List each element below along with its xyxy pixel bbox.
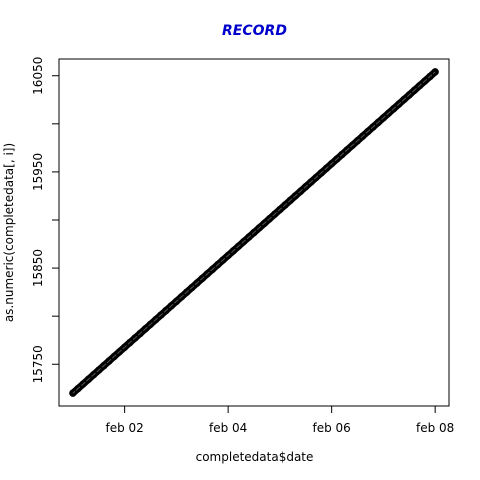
data-point <box>359 132 367 140</box>
y-axis-label: as.numeric(completedata[, i]) <box>2 143 16 322</box>
data-point <box>312 173 320 182</box>
data-point <box>162 306 170 315</box>
x-axis-label: completedata$date <box>196 450 314 464</box>
data-point <box>302 182 310 191</box>
data-point <box>276 205 284 214</box>
data-point <box>136 329 144 338</box>
x-tick-label: feb 06 <box>312 421 350 435</box>
data-point <box>167 302 175 310</box>
data-point <box>338 150 346 159</box>
data-point <box>188 283 196 292</box>
data-point <box>322 164 331 172</box>
series-band-core <box>72 71 436 394</box>
data-point <box>100 361 108 370</box>
data-point <box>224 251 232 260</box>
data-point <box>172 297 181 306</box>
data-point <box>415 81 424 90</box>
data-point <box>214 260 222 269</box>
data-point <box>234 242 243 250</box>
data-point <box>131 334 139 342</box>
x-tick-label: feb 04 <box>209 421 247 435</box>
data-point <box>105 357 113 365</box>
data-point <box>183 288 191 296</box>
y-tick-label: 15850 <box>31 249 45 287</box>
data-point <box>384 109 393 117</box>
data-point <box>400 95 408 104</box>
data-point <box>296 187 305 195</box>
data-point <box>265 215 274 223</box>
data-point <box>198 274 206 283</box>
data-point <box>203 270 212 278</box>
x-tick-label: feb 02 <box>105 421 143 435</box>
data-point <box>255 224 263 232</box>
data-point <box>146 320 155 328</box>
data-point <box>343 146 351 154</box>
data-point <box>286 196 294 205</box>
data-point <box>141 325 150 333</box>
data-point <box>353 137 362 145</box>
data-point <box>260 219 269 228</box>
data-point <box>74 384 82 393</box>
data-point <box>426 72 434 81</box>
data-point <box>208 265 217 273</box>
data-point <box>281 201 289 209</box>
x-tick-label: feb 08 <box>416 421 454 435</box>
data-point <box>405 91 413 99</box>
data-point <box>431 68 439 76</box>
data-point <box>410 86 419 94</box>
y-tick-label: 15950 <box>31 153 45 191</box>
data-point <box>193 279 201 287</box>
data-point <box>95 366 103 374</box>
data-point <box>229 247 238 255</box>
data-point <box>151 315 160 324</box>
data-point <box>84 375 93 384</box>
data-point <box>157 311 165 319</box>
data-point <box>115 348 124 356</box>
y-tick-label: 15750 <box>31 345 45 383</box>
data-point <box>69 389 77 397</box>
data-point <box>307 178 315 186</box>
data-point <box>390 104 398 113</box>
y-axis: 15750 15850 15950 16050 <box>31 57 60 383</box>
data-point <box>89 371 98 379</box>
data-point <box>333 155 341 163</box>
data-point <box>177 293 186 301</box>
chart-title: RECORD <box>222 23 287 39</box>
data-point <box>219 256 227 264</box>
data-point <box>291 192 300 200</box>
data-point <box>239 237 248 246</box>
data-point <box>110 352 118 361</box>
data-point <box>421 77 429 85</box>
data-point <box>317 169 326 177</box>
data-point <box>348 141 357 150</box>
data-point <box>374 118 382 127</box>
data-point <box>250 228 258 237</box>
data-point <box>379 114 388 122</box>
x-axis: feb 02 feb 04 feb 06 feb 08 <box>105 405 454 435</box>
data-point <box>79 380 87 388</box>
data-point <box>395 100 403 108</box>
data-point <box>364 127 372 136</box>
data-point <box>369 123 377 131</box>
data-point <box>245 233 253 241</box>
y-tick-label: 16050 <box>31 57 45 95</box>
data-point <box>120 343 129 351</box>
data-series <box>69 68 439 397</box>
data-point <box>327 159 336 168</box>
data-point <box>271 210 279 218</box>
data-point <box>126 338 134 347</box>
